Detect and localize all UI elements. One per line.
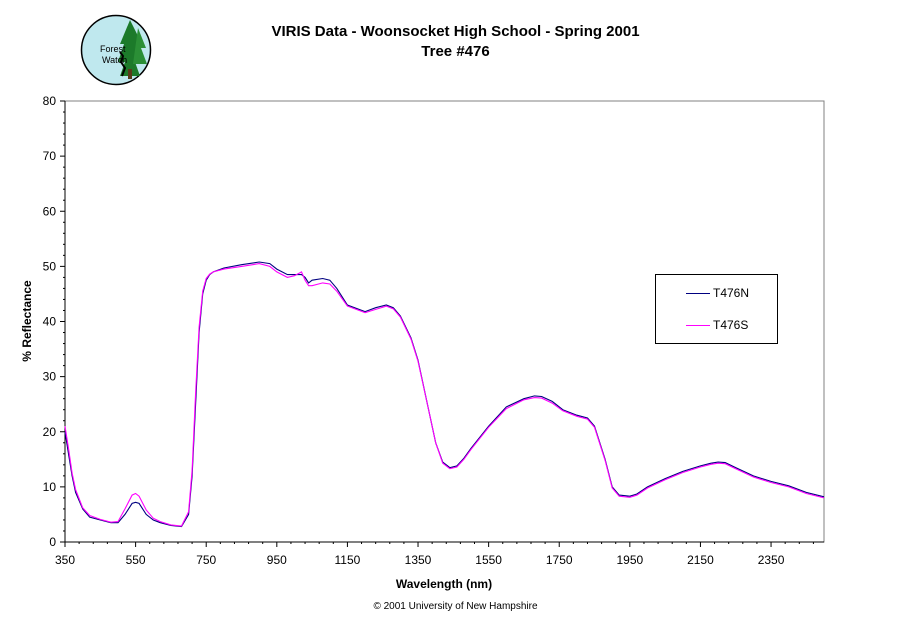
x-tick-label: 1750 — [546, 553, 573, 567]
x-tick-label: 950 — [267, 553, 287, 567]
logo-text-line1: Forest — [100, 44, 126, 54]
y-tick-label: 40 — [43, 315, 57, 329]
x-tick-label: 2150 — [687, 553, 714, 567]
legend-swatch-t476n — [686, 292, 710, 294]
y-axis-label: % Reflectance — [20, 280, 34, 362]
legend-swatch-t476s — [686, 324, 710, 326]
x-tick-label: 1950 — [616, 553, 643, 567]
x-tick-label: 350 — [55, 553, 75, 567]
series-line-t476s — [64, 263, 825, 527]
chart-axes: 0 10 20 30 40 50 60 70 80 350 550 750 950 1150 1350 155… — [43, 94, 825, 567]
y-tick-label: 50 — [43, 259, 57, 273]
legend-item-t476n: T476N — [686, 285, 749, 301]
x-tick-label: 2350 — [758, 553, 785, 567]
chart-title-line1: VIRIS Data - Woonsocket High School - Sp… — [271, 23, 640, 40]
legend-label-t476s: T476S — [713, 318, 749, 332]
logo-text-line2: Watch — [102, 55, 127, 65]
y-tick-label: 0 — [49, 535, 56, 549]
copyright-footer: © 2001 University of New Hampshire — [373, 601, 538, 612]
y-tick-label: 30 — [43, 370, 57, 384]
x-tick-label: 1350 — [405, 553, 432, 567]
y-tick-label: 10 — [43, 480, 57, 494]
x-tick-label: 1550 — [475, 553, 502, 567]
legend-label-t476n: T476N — [713, 286, 750, 300]
chart-series-layer — [64, 261, 825, 528]
x-tick-label: 550 — [126, 553, 146, 567]
y-tick-label: 60 — [43, 204, 57, 218]
y-tick-label: 80 — [43, 94, 57, 108]
chart-title-line2: Tree #476 — [421, 43, 490, 60]
y-tick-label: 70 — [43, 149, 57, 163]
x-axis-label: Wavelength (nm) — [396, 577, 492, 591]
chart-legend: T476N T476S — [655, 274, 778, 344]
series-line-t476n — [64, 261, 825, 528]
legend-item-t476s: T476S — [686, 317, 748, 333]
x-tick-label: 750 — [196, 553, 216, 567]
y-tick-label: 20 — [43, 425, 57, 439]
x-tick-label: 1150 — [335, 553, 361, 567]
chart-title: VIRIS Data - Woonsocket High School - Sp… — [0, 22, 911, 62]
forest-watch-logo-icon: Forest Watch — [80, 14, 152, 86]
